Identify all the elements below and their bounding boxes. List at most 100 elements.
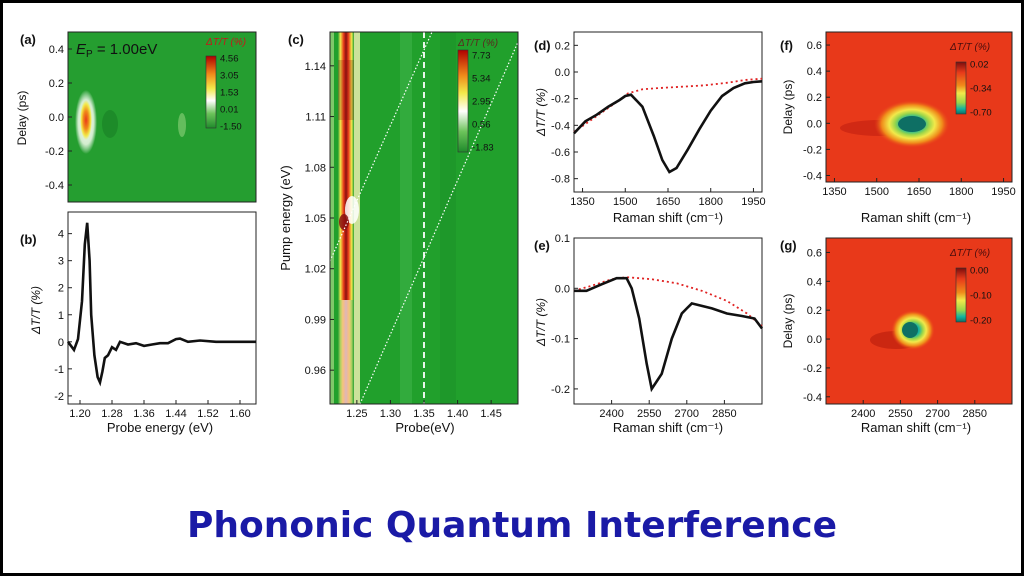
svg-text:Raman shift (cm⁻¹): Raman shift (cm⁻¹) [613,210,723,225]
panel-g-ylabel: Delay (ps) [781,294,795,349]
panel-b-label: (b) [20,232,37,247]
panel-c-xlabel: Probe(eV) [395,420,454,435]
panel-f-xtick-label: 1950 [991,186,1015,198]
panel-g-axes: 0.6 0.4 0.2 0.0 -0.2 -0.4 2400 2550 2700 2850 [803,247,987,420]
footer-title: Phononic Quantum Interference [186,505,838,546]
panel-d-ytick-label: -0.4 [551,120,570,132]
panel-f-xlabel: Raman shift (cm⁻¹) [861,210,971,225]
panel-a-annotation: EP = 1.00eV [76,41,157,60]
panel-g: (g) 0.6 0.4 0.2 0.0 -0.2 -0.4 2400 2550 2700 2850… [780,237,1013,435]
panel-b-xtick-label: 1.28 [101,408,122,420]
panel-d-xtick-label: 1950 [741,196,765,208]
panel-g-xtick-label: 2700 [925,408,949,420]
panel-f-xtick-label: 1800 [949,186,973,198]
panel-b-xtick-label: 1.44 [165,408,186,420]
panel-e-baseline-dotted [573,276,763,327]
panel-g-label: (g) [780,238,797,253]
panel-d-xlabel: Raman shift (cm⁻¹) [613,210,723,225]
panel-a: (a) EP = 1.00eV 0.4 0.2 0.0 -0.2 -0.4 Delay … [15,31,257,203]
panel-b-ytick-label: 3 [58,256,64,268]
panel-f-ytick-label: 0.6 [807,40,822,52]
panel-f-ytick-label: 0.0 [807,118,822,130]
panel-b-ylabel: ΔT/T (%) [29,286,43,335]
panel-b-xlabel: Probe energy (eV) [107,420,213,435]
panel-b-xtick-label: 1.36 [133,408,154,420]
panel-c-ylabel: Pump energy (eV) [278,165,293,271]
panel-c-colorbar-tick-label: 0.56 [472,120,491,131]
panel-b-xtick-label: 1.20 [69,408,90,420]
panel-b: (b) 4 3 2 1 0 -1 -2 1.20 1.28 1.36 1.44 1.52 1.60 ΔT… [20,211,257,435]
panel-c-colorbar-tick-label: -1.83 [472,143,494,154]
panel-g-colorbar-ticks: 0.00 -0.10 -0.20 [970,266,992,327]
panel-g-xtick-label: 2850 [963,408,987,420]
panel-d-ytick-label: -0.6 [551,147,570,159]
panel-f-colorbar-tick-label: -0.70 [970,108,992,119]
panel-f-colorbar-tick-label: 0.02 [970,60,989,71]
panel-e-ylabel: ΔT/T (%) [534,298,548,347]
panel-f-ylabel: Delay (ps) [781,80,795,135]
panel-b-ytick-label: -2 [54,391,64,403]
panel-a-yticks: 0.4 0.2 0.0 -0.2 -0.4 [45,44,72,192]
panel-b-ytick-label: 2 [58,283,64,295]
panel-d-xtick-label: 1650 [656,196,680,208]
panel-f-xtick-label: 1350 [822,186,846,198]
panel-f-ytick-label: -0.2 [803,144,822,156]
panel-c-label: (c) [288,32,304,47]
panel-c-ytick-label: 1.02 [305,264,326,276]
panel-d-ytick-label: 0.2 [555,40,570,52]
panel-g-colorbar-tick-label: -0.20 [970,316,992,327]
panel-g-colorbar-label: ΔT/T (%) [949,248,990,259]
panel-c-ytick-label: 1.05 [305,213,326,225]
panel-d-label: (d) [534,38,551,53]
panel-c-ytick-label: 1.14 [305,61,326,73]
panel-d-ytick-label: 0.0 [555,67,570,79]
panel-b-ytick-label: 1 [58,310,64,322]
panel-c-xtick-label: 1.25 [346,408,367,420]
panel-g-ytick-label: 0.0 [807,334,822,346]
panel-a-ytick-label: 0.0 [49,112,64,124]
panel-e-ytick-label: -0.1 [551,334,570,346]
panel-f-colorbar-tick-label: -0.34 [970,84,992,95]
panel-g-xlabel: Raman shift (cm⁻¹) [861,420,971,435]
panel-e-xtick-label: 2400 [599,408,623,420]
panel-e-xlabel: Raman shift (cm⁻¹) [613,420,723,435]
panel-a-hot-spot [80,100,92,140]
panel-c-xtick-label: 1.30 [380,408,401,420]
panel-e-xtick-label: 2700 [675,408,699,420]
panel-e-ytick-label: 0.1 [555,233,570,245]
panel-c-colorbar-ticks: 7.73 5.34 2.95 0.56 -1.83 [472,51,494,154]
panel-g-xtick-label: 2400 [851,408,875,420]
panel-a-ytick-label: 0.2 [49,78,64,90]
panel-e-ytick-label: 0.0 [555,283,570,295]
panel-a-colorbar-tick-label: 4.56 [220,54,239,65]
panel-c-axes: 1.14 1.11 1.08 1.05 1.02 0.99 0.96 1.25 1.30 1.35… [305,61,502,420]
panel-b-series-line [66,222,256,387]
panel-e-ytick-label: -0.2 [551,384,570,396]
panel-a-label: (a) [20,32,36,47]
panel-g-colorbar-tick-label: -0.10 [970,291,992,302]
panel-g-ytick-label: 0.2 [807,305,822,317]
panel-f-colorbar-label: ΔT/T (%) [949,42,990,53]
panel-c-xtick-label: 1.35 [413,408,434,420]
panel-d-xtick-label: 1800 [698,196,722,208]
panel-c-colorbar [457,49,469,153]
panel-c-colorbar-tick-label: 5.34 [472,74,491,85]
panel-c-ytick-label: 0.96 [305,365,326,377]
panel-a-colorbar-tick-label: 1.53 [220,88,239,99]
panel-g-colorbar-tick-label: 0.00 [970,266,989,277]
panel-f-ytick-label: 0.2 [807,92,822,104]
panel-f-colorbar-ticks: 0.02 -0.34 -0.70 [970,60,992,119]
panel-a-ytick-label: 0.4 [49,44,64,56]
panel-d-xtick-label: 1500 [613,196,637,208]
panel-e-xtick-label: 2550 [637,408,661,420]
panel-a-colorbar-ticks: 4.56 3.05 1.53 0.01 -1.50 [220,54,242,133]
panel-b-xtick-label: 1.52 [197,408,218,420]
panel-a-colorbar-tick-label: 3.05 [220,71,239,82]
panel-e-axes: 0.1 0.0 -0.1 -0.2 2400 2550 2700 2850 [551,233,737,420]
panel-d-series-line [573,80,763,174]
